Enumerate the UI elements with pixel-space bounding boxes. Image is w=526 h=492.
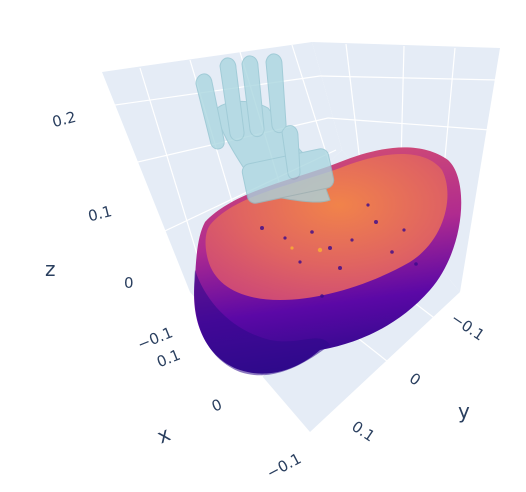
- cylinder-body-shading: [194, 270, 330, 376]
- finger-4: [265, 53, 287, 133]
- speck: [320, 294, 324, 298]
- speck: [350, 238, 354, 242]
- finger-2: [219, 57, 245, 141]
- x-tick-label: 0: [209, 395, 225, 415]
- x-tick-label: 0.1: [154, 346, 183, 372]
- y-axis-title: y: [458, 399, 470, 423]
- speck: [290, 246, 294, 250]
- z-tick-label: 0.1: [86, 202, 114, 225]
- speck: [310, 230, 314, 234]
- grid-line: [327, 117, 491, 131]
- speck: [390, 250, 394, 254]
- grid-line: [291, 44, 331, 166]
- speck: [374, 220, 378, 224]
- grid-line: [124, 117, 329, 166]
- finger-1: [195, 73, 225, 150]
- dark-specks: [260, 203, 418, 298]
- x-axis-title: x: [153, 422, 174, 449]
- y-tick-label: 0.1: [348, 417, 378, 445]
- grid-line: [139, 67, 206, 281]
- speck: [338, 266, 342, 270]
- grid-line: [319, 75, 499, 81]
- speck: [328, 246, 332, 250]
- hand-mesh-series[interactable]: [195, 53, 335, 205]
- x-tick-label: −0.1: [264, 449, 305, 482]
- thumb: [281, 125, 301, 180]
- hand-wrist: [241, 148, 335, 204]
- speck: [298, 260, 302, 264]
- grid-line: [345, 43, 361, 163]
- speck: [283, 236, 287, 240]
- speck: [414, 262, 418, 266]
- speck: [402, 228, 406, 232]
- z-axis-title: z: [45, 257, 56, 281]
- cylinder-cap: [205, 154, 448, 300]
- z-tick-label: 0: [124, 274, 134, 292]
- speck: [366, 203, 370, 207]
- speck: [260, 226, 264, 230]
- z-tick-label: 0.2: [50, 108, 78, 131]
- speck: [317, 247, 323, 253]
- bright-specks: [290, 246, 323, 253]
- finger-3: [241, 55, 265, 137]
